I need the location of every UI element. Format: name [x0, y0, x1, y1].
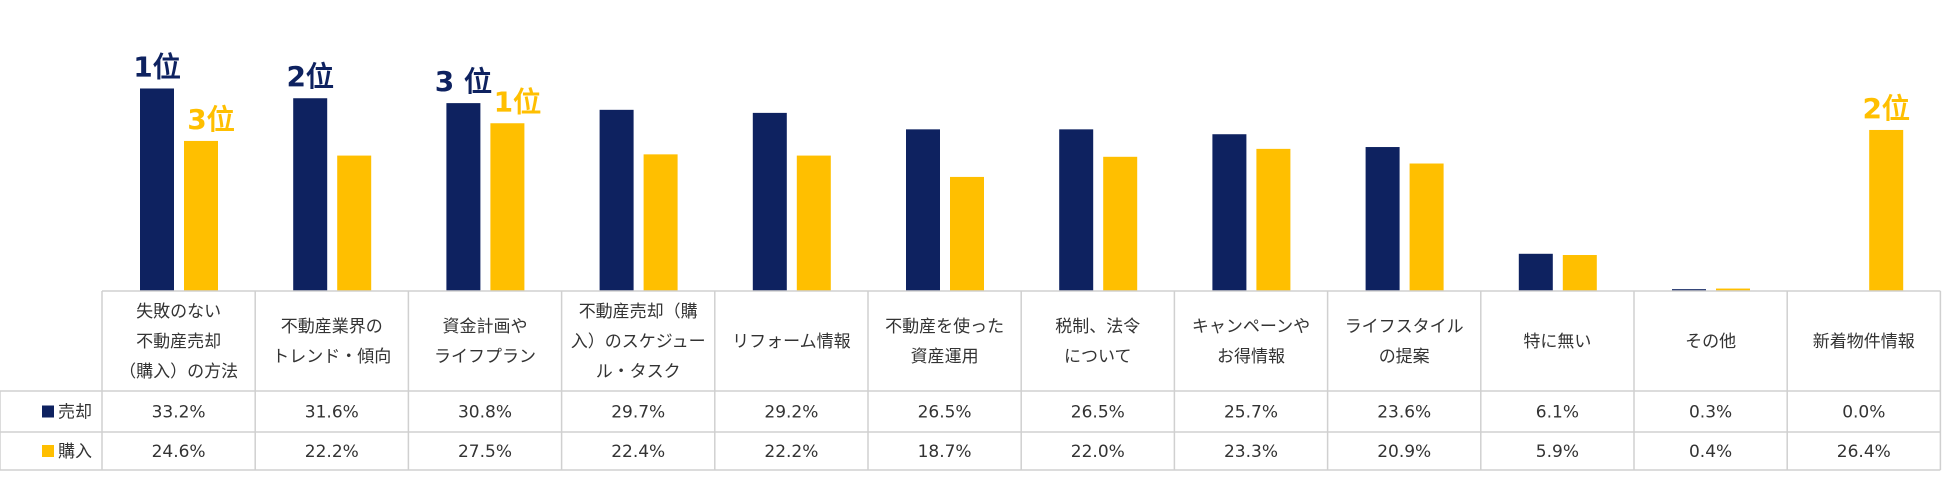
bar-sell-10 — [1672, 289, 1706, 291]
rank-annotation: 1位 — [133, 50, 180, 83]
category-label: 特に無い — [1523, 332, 1591, 352]
category-label: 不動産売却（購入）のスケジュール・タスク — [571, 302, 706, 382]
category-label: その他 — [1685, 332, 1736, 352]
bar-buy-8 — [1409, 163, 1444, 291]
bar-buy-7 — [1256, 148, 1291, 291]
data-label-buy: 5.9% — [1536, 442, 1579, 462]
bar-buy-5 — [950, 176, 984, 291]
data-label-buy: 22.2% — [305, 442, 359, 462]
bar-buy-6 — [1103, 156, 1138, 291]
bar-buy-1 — [337, 155, 372, 291]
data-label-buy: 20.9% — [1377, 442, 1431, 462]
bar-buy-0 — [184, 140, 218, 291]
data-label-buy: 22.4% — [611, 442, 665, 462]
data-label-buy: 18.7% — [918, 442, 972, 462]
rank-annotation: 2位 — [1862, 92, 1909, 125]
bar-sell-7 — [1212, 134, 1247, 291]
bar-buy-11 — [1869, 129, 1904, 291]
legend-swatch-sell — [42, 405, 54, 418]
bar-sell-0 — [140, 88, 174, 291]
category-label: 新着物件情報 — [1813, 332, 1915, 352]
data-label-sell: 33.2% — [152, 403, 206, 423]
category-label: 不動産業界のトレンド・傾向 — [272, 317, 391, 367]
rank-annotation: 3位 — [187, 103, 234, 136]
legend-swatch-buy — [42, 445, 54, 457]
category-label: キャンペーンやお得情報 — [1192, 317, 1310, 367]
rank-annotation: 1位 — [494, 85, 541, 118]
data-label-sell: 0.0% — [1842, 403, 1885, 423]
data-label-sell: 6.1% — [1536, 403, 1579, 423]
bar-sell-4 — [752, 112, 787, 291]
category-label: リフォーム情報 — [732, 332, 851, 352]
data-label-sell: 23.6% — [1377, 403, 1431, 423]
bar-buy-3 — [643, 154, 678, 291]
data-label-sell: 30.8% — [458, 403, 512, 423]
data-label-buy: 26.4% — [1837, 442, 1891, 462]
data-label-sell: 25.7% — [1224, 403, 1278, 423]
rank-annotation: 2位 — [286, 60, 333, 93]
category-label: 税制、法令について — [1055, 317, 1140, 367]
bar-sell-1 — [293, 98, 328, 292]
bar-sell-8 — [1365, 147, 1400, 291]
bar-sell-2 — [446, 103, 481, 292]
bar-sell-6 — [1059, 129, 1094, 291]
bar-buy-2 — [490, 123, 525, 291]
data-label-buy: 22.2% — [764, 442, 818, 462]
data-label-buy: 24.6% — [152, 442, 206, 462]
bar-sell-5 — [906, 129, 940, 291]
data-label-sell: 26.5% — [918, 403, 972, 423]
data-label-buy: 0.4% — [1689, 442, 1732, 462]
data-label-sell: 26.5% — [1071, 403, 1125, 423]
legend-label-buy: 購入 — [58, 442, 92, 462]
bar-sell-3 — [599, 109, 634, 291]
rank-annotation: 3 位 — [435, 65, 492, 98]
data-label-buy: 22.0% — [1071, 442, 1125, 462]
bar-buy-10 — [1716, 288, 1750, 291]
data-label-sell: 29.2% — [764, 403, 818, 423]
bar-buy-4 — [796, 155, 831, 291]
bar-buy-9 — [1562, 255, 1597, 291]
data-label-buy: 27.5% — [458, 442, 512, 462]
data-label-sell: 31.6% — [305, 403, 359, 423]
legend-label-sell: 売却 — [58, 403, 92, 423]
data-label-sell: 0.3% — [1689, 403, 1732, 423]
bar-sell-9 — [1518, 253, 1553, 291]
category-label: 不動産を使った資産運用 — [885, 316, 1004, 367]
category-label: 失敗のない不動産売却（購入）の方法 — [119, 302, 238, 382]
data-label-sell: 29.7% — [611, 403, 665, 423]
category-label: ライフスタイルの提案 — [1345, 317, 1464, 367]
category-label: 資金計画やライフプラン — [434, 317, 536, 367]
data-label-buy: 23.3% — [1224, 442, 1278, 462]
